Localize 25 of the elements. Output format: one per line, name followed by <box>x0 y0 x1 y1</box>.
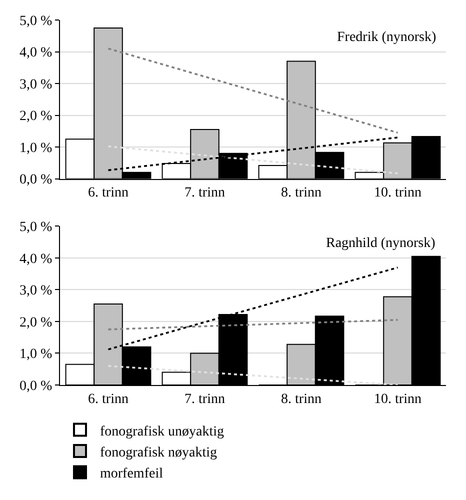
y-tick-label: 0,0 % <box>20 172 53 188</box>
y-tick-label: 0,0 % <box>20 378 53 394</box>
x-tick-label: 8. trinn <box>281 186 322 201</box>
text: Fredrik (nynorsk) <box>337 30 436 45</box>
y-tick-label: 5,0 % <box>20 220 53 236</box>
x-tick-label: 6. trinn <box>88 186 128 201</box>
x-tick-label: 10. trinn <box>374 186 422 201</box>
x-tick-label: 10. trinn <box>374 392 422 407</box>
x-tick-label: 7. trinn <box>184 392 225 407</box>
y-tick-label: 1,0 % <box>20 347 53 362</box>
legend-label: fonografisk nøyaktig <box>100 445 218 460</box>
legend-label: morfemfeil <box>100 466 164 482</box>
y-tick-label: 2,0 % <box>20 315 53 330</box>
legend-label: fonografisk unøyaktig <box>100 424 224 440</box>
x-tick-label: 7. trinn <box>184 186 225 201</box>
y-tick-label: 4,0 % <box>20 46 53 61</box>
y-tick-label: 2,0 % <box>20 109 53 124</box>
y-tick-label: 3,0 % <box>20 77 53 92</box>
y-tick-label: 3,0 % <box>20 284 53 299</box>
text: Ragnhild (nynorsk) <box>326 236 436 251</box>
x-tick-label: 6. trinn <box>88 392 128 407</box>
y-tick-label: 1,0 % <box>20 140 53 156</box>
x-tick-label: 8. trinn <box>281 392 322 407</box>
y-tick-label: 5,0 % <box>20 14 53 29</box>
y-tick-label: 4,0 % <box>20 252 53 267</box>
